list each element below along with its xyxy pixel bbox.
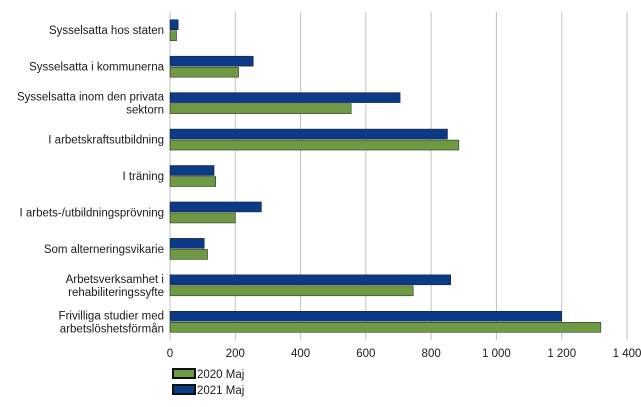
bar-series-1-5 <box>169 201 262 213</box>
x-tick-label: 0 <box>167 348 173 360</box>
bar-series-1-0 <box>169 19 179 30</box>
category-label: I träning <box>122 171 164 183</box>
bar-series-2-0 <box>169 30 177 41</box>
category-label: Som alterneringsvikarie <box>44 244 164 256</box>
bar-series-1-3 <box>169 128 448 140</box>
category-label: I arbetskraftsutbildning <box>48 135 164 147</box>
bar-series-2-3 <box>169 139 460 151</box>
category-label: arbetslöshetsförmån <box>60 323 164 335</box>
legend-swatch <box>172 384 196 395</box>
bar-series-2-8 <box>169 322 602 333</box>
x-tick-label: 600 <box>356 348 375 360</box>
category-label: Sysselsatta hos staten <box>49 25 164 37</box>
x-tick-label: 1 400 <box>613 348 641 360</box>
legend-label: 2020 Maj <box>197 369 244 381</box>
category-label: Frivilliga studier med <box>59 310 164 322</box>
legend-label: 2021 Maj <box>197 385 244 397</box>
bar-series-2-5 <box>169 212 236 224</box>
bar-series-2-2 <box>169 103 352 114</box>
gridlines <box>169 12 628 340</box>
category-label: rehabiliteringssyfte <box>68 287 164 299</box>
legend-swatch <box>172 368 196 379</box>
category-label: I arbets-/utbildningsprövning <box>20 207 164 219</box>
bar-series-2-4 <box>169 176 216 187</box>
x-tick-labels: 0 200 400 600 800 1 000 1 200 1 400 <box>167 348 641 360</box>
category-label: Sysselsatta i kommunerna <box>29 62 164 74</box>
bar-series-1-4 <box>169 165 215 176</box>
bar-series-1-2 <box>169 92 401 103</box>
bars <box>169 19 602 333</box>
bar-series-1-1 <box>169 55 254 67</box>
x-tick-label: 1 200 <box>547 348 576 360</box>
category-label: Arbetsverksamhet i <box>66 274 164 286</box>
x-tick-label: 800 <box>422 348 441 360</box>
legend: 2020 Maj 2021 Maj <box>172 368 244 397</box>
category-label: Sysselsatta inom den privata <box>17 92 165 104</box>
bar-series-2-1 <box>169 66 239 78</box>
category-labels: Sysselsatta hos staten Sysselsatta i komm… <box>17 25 165 335</box>
bar-series-2-6 <box>169 249 208 260</box>
bar-series-2-7 <box>169 285 414 297</box>
bar-series-1-8 <box>169 311 562 322</box>
x-tick-label: 200 <box>226 348 245 360</box>
bar-series-1-7 <box>169 274 451 286</box>
x-tick-label: 400 <box>291 348 310 360</box>
bar-series-1-6 <box>169 238 205 249</box>
category-label: sektorn <box>126 105 164 117</box>
x-tick-label: 1 000 <box>482 348 511 360</box>
